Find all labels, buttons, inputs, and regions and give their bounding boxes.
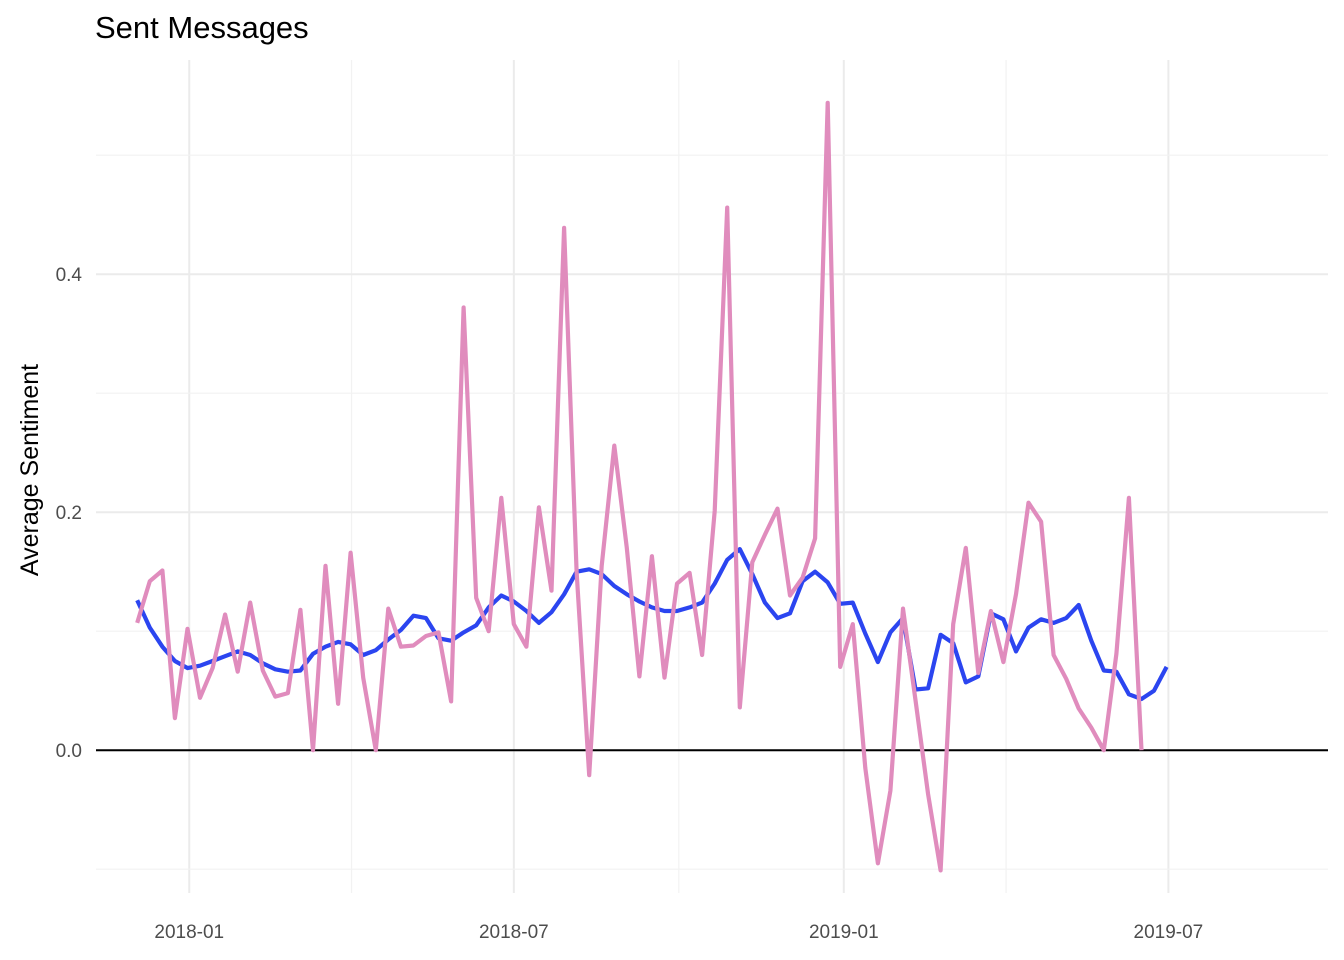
x-tick-label: 2019-01: [809, 922, 879, 943]
y-tick-label: 0.4: [56, 265, 83, 286]
series-line-1: [135, 547, 1169, 702]
x-tick-label: 2018-07: [479, 922, 549, 943]
series-lines: [135, 100, 1169, 873]
y-axis-title: Average Sentiment: [16, 364, 44, 576]
chart-title: Sent Messages: [95, 10, 309, 45]
grid-lines: [96, 60, 1328, 893]
tick-labels: 2018-01 2018-07 2019-01 2019-07 0.0 0.2 0.4: [56, 265, 1204, 943]
y-tick-label: 0.2: [56, 503, 82, 524]
y-tick-label: 0.0: [56, 741, 82, 762]
x-tick-label: 2018-01: [154, 922, 224, 943]
series-line-2: [135, 100, 1144, 873]
x-tick-label: 2019-07: [1134, 922, 1204, 943]
